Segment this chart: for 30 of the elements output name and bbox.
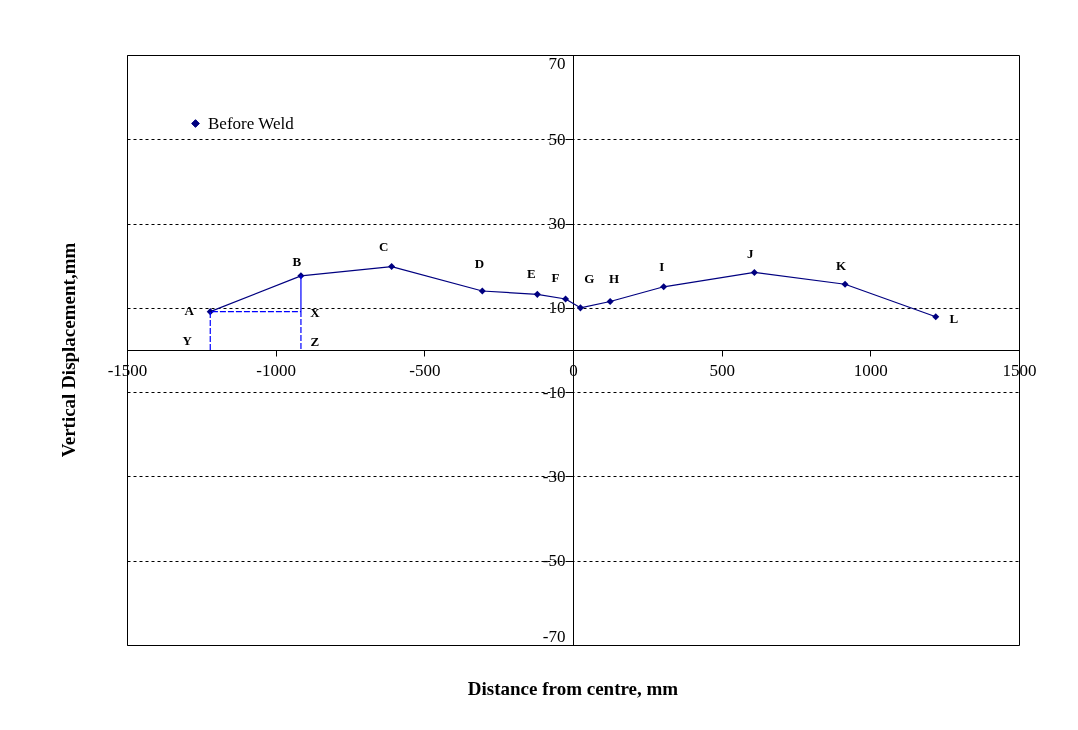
annotation: B: [292, 253, 302, 269]
annotation: G: [584, 270, 595, 286]
annotation: J: [747, 246, 755, 262]
annotation: K: [836, 258, 847, 274]
y-tick-label: -10: [542, 382, 566, 402]
y-tick-label: -50: [542, 551, 566, 571]
x-tick-label: 1000: [853, 360, 888, 380]
y-tick-label: 10: [548, 298, 566, 318]
legend-label: Before Weld: [208, 113, 295, 133]
annotation: L: [949, 310, 959, 326]
y-tick-label: 30: [548, 214, 566, 234]
x-tick-label: -1000: [256, 360, 296, 380]
annotation: Z: [310, 334, 320, 349]
annotation: E: [526, 266, 536, 282]
y-tick-label: 50: [548, 129, 566, 149]
y-tick-label: -30: [542, 466, 566, 486]
annotation: D: [474, 256, 485, 271]
annotation: C: [378, 238, 389, 254]
annotation: I: [659, 258, 665, 274]
annotation: F: [551, 270, 560, 286]
annotation: H: [609, 270, 620, 286]
annotation: Y: [182, 333, 193, 348]
annotation: X: [310, 304, 321, 320]
x-axis-title: Distance from centre, mm: [467, 678, 679, 699]
y-axis-title: Vertical Displacement,mm: [58, 242, 79, 458]
y-tick-label: -70: [542, 626, 566, 646]
annotation: A: [184, 302, 195, 318]
x-tick-label: 500: [709, 360, 735, 380]
x-tick-label: -500: [409, 360, 441, 380]
y-tick-label: 70: [548, 53, 566, 73]
